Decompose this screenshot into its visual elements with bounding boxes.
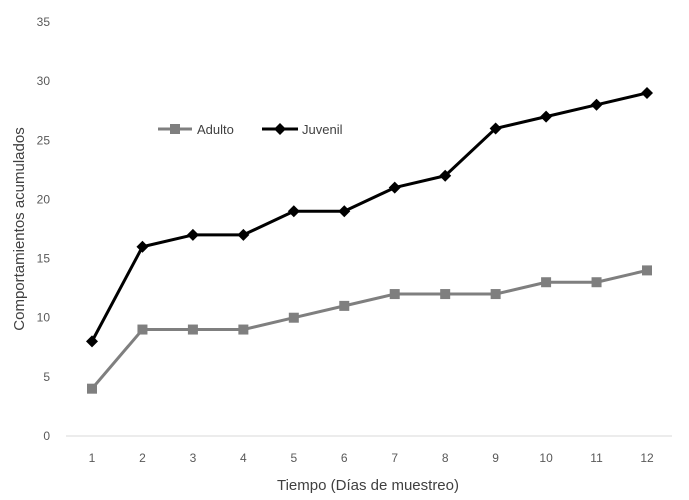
data-point <box>440 289 451 300</box>
data-point <box>187 324 198 335</box>
data-point <box>642 265 652 276</box>
data-point <box>439 169 452 182</box>
y-tick-label: 10 <box>37 311 51 325</box>
data-point <box>540 110 553 123</box>
legend: Adulto Juvenil <box>158 122 343 137</box>
series-juvenil <box>86 86 653 348</box>
y-tick-label: 25 <box>37 133 51 147</box>
data-point <box>541 277 552 288</box>
x-axis-label: Tiempo (Días de muestreo) <box>277 477 459 494</box>
data-point <box>137 324 148 335</box>
series-line <box>90 268 648 390</box>
data-point <box>590 98 603 111</box>
data-point <box>238 324 249 335</box>
x-tick-label: 1 <box>89 451 96 465</box>
x-tick-label: 4 <box>240 451 247 465</box>
x-tick-label: 12 <box>640 451 654 465</box>
data-point <box>641 86 653 99</box>
legend-item-adulto: Adulto <box>158 122 234 137</box>
data-point <box>287 205 300 218</box>
data-point <box>86 335 98 348</box>
data-point <box>490 289 501 300</box>
y-tick-label: 35 <box>37 15 51 29</box>
y-tick-label: 5 <box>43 370 50 384</box>
data-point <box>489 122 502 135</box>
x-tick-label: 11 <box>590 451 603 465</box>
data-point <box>388 181 401 194</box>
x-tick-label: 2 <box>139 451 146 465</box>
y-tick-label: 15 <box>37 252 51 266</box>
x-tick-label: 9 <box>492 451 499 465</box>
x-tick-label: 10 <box>539 451 553 465</box>
x-tick-label: 8 <box>442 451 449 465</box>
legend-item-juvenil: Juvenil <box>262 122 343 137</box>
data-point <box>288 312 299 323</box>
legend-label-juvenil: Juvenil <box>302 122 343 137</box>
data-point <box>338 205 351 218</box>
y-tick-label: 0 <box>43 429 50 443</box>
data-point <box>186 228 199 241</box>
data-point <box>237 228 250 241</box>
legend-label-adulto: Adulto <box>197 122 234 137</box>
x-tick-label: 3 <box>190 451 197 465</box>
series-line <box>90 91 648 343</box>
data-point <box>136 240 149 253</box>
x-tick-label: 5 <box>290 451 297 465</box>
data-point <box>87 383 97 394</box>
y-axis-label: Comportamientos acumulados <box>11 127 28 330</box>
y-tick-label: 30 <box>37 74 51 88</box>
data-point <box>339 300 350 311</box>
series-adulto <box>87 265 652 394</box>
x-tick-label: 6 <box>341 451 348 465</box>
data-point <box>389 289 400 300</box>
x-tick-label: 7 <box>391 451 398 465</box>
y-tick-label: 20 <box>37 192 51 206</box>
data-point <box>591 277 602 288</box>
